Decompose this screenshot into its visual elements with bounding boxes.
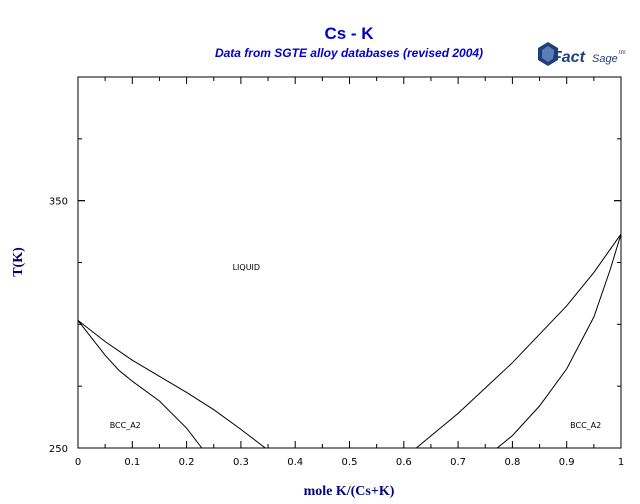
x-tick-label: 0.2 bbox=[179, 457, 195, 468]
x-axis-ticks: 0 0.1 0.2 0.3 0.4 0.5 0.6 0.7 0.8 0.9 1 bbox=[75, 77, 624, 468]
phase-label: LIQUID bbox=[233, 263, 261, 272]
x-tick-label: 0 bbox=[75, 457, 81, 468]
x-tick-label: 0.6 bbox=[396, 457, 412, 468]
x-axis-label: mole K/(Cs+K) bbox=[304, 484, 395, 499]
y-axis-ticks: 250 350 bbox=[49, 138, 621, 455]
y-tick-label: 350 bbox=[49, 197, 68, 208]
x-tick-label: 0.4 bbox=[287, 457, 303, 468]
x-tick-label: 1 bbox=[618, 457, 624, 468]
x-tick-label: 0.9 bbox=[559, 457, 575, 468]
plot-frame bbox=[77, 76, 622, 449]
chart-subtitle: Data from SGTE alloy databases (revised … bbox=[215, 46, 483, 60]
x-tick-label: 0.3 bbox=[233, 457, 249, 468]
x-tick-label: 0.7 bbox=[450, 457, 466, 468]
phase-label: BCC_A2 bbox=[110, 421, 141, 430]
phase-boundary-line bbox=[77, 320, 203, 449]
phase-labels: LIQUID BCC_A2 BCC_A2 bbox=[110, 263, 602, 430]
x-tick-label: 0.5 bbox=[342, 457, 358, 468]
chart-title: Cs - K bbox=[324, 24, 374, 43]
factsage-logo-mark bbox=[538, 42, 558, 66]
y-tick-label: 250 bbox=[49, 444, 68, 455]
phase-boundary-line bbox=[496, 233, 622, 449]
x-tick-label: 0.1 bbox=[124, 457, 140, 468]
factsage-logo-fact: Fact bbox=[552, 49, 586, 66]
y-axis-label: T(K) bbox=[11, 247, 26, 277]
x-tick-label: 0.8 bbox=[504, 457, 520, 468]
factsage-logo-tm: tm bbox=[619, 50, 626, 56]
factsage-logo: Fact Sage tm bbox=[538, 42, 626, 66]
factsage-logo-sage: Sage bbox=[592, 53, 618, 65]
phase-boundaries bbox=[77, 233, 622, 449]
phase-boundary-line bbox=[415, 233, 622, 449]
phase-boundary-line bbox=[77, 320, 266, 449]
phase-label: BCC_A2 bbox=[570, 421, 601, 430]
